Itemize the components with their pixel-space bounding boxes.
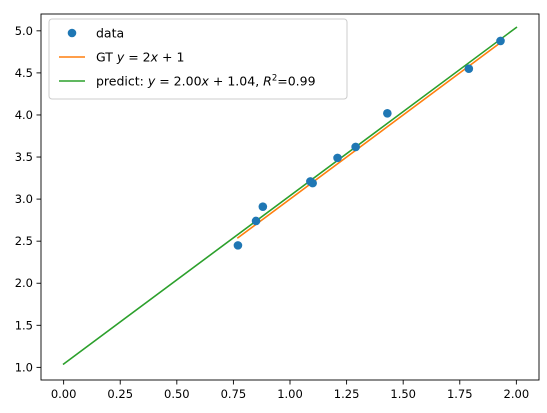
data-point-5 bbox=[308, 178, 317, 188]
x-tick-label: 1.00 bbox=[277, 387, 303, 401]
y-tick-label: 4.0 bbox=[15, 108, 33, 122]
y-tick-label: 3.5 bbox=[15, 150, 33, 164]
legend-label-data: data bbox=[96, 26, 124, 41]
data-point-9 bbox=[464, 64, 474, 73]
legend-label-predict: predict: y = 2.00x + 1.04, R2=0.99 bbox=[96, 74, 316, 89]
chart-marks bbox=[62, 26, 518, 366]
legend-label-gt: GT y = 2x + 1 bbox=[96, 50, 184, 65]
x-tick-label: 0.50 bbox=[164, 387, 190, 401]
data-point-3 bbox=[258, 202, 268, 211]
data-point-6 bbox=[333, 153, 342, 163]
data-point-1 bbox=[233, 241, 243, 250]
y-tick-label: 1.0 bbox=[15, 360, 33, 374]
legend: data GT y = 2x + 1 predict: y = 2.00x + 1.… bbox=[48, 18, 348, 100]
x-tick-label: 0.25 bbox=[107, 387, 133, 401]
y-tick-label: 3.0 bbox=[15, 192, 33, 206]
y-tick-label: 2.0 bbox=[15, 276, 33, 290]
x-tick-label: 0.00 bbox=[51, 387, 77, 401]
data-point-2 bbox=[251, 216, 261, 226]
x-tick-label: 2.00 bbox=[504, 387, 530, 401]
x-tick-label: 0.75 bbox=[221, 387, 247, 401]
y-tick-label: 1.5 bbox=[15, 318, 33, 332]
y-tick-label: 2.5 bbox=[15, 234, 33, 248]
x-tick-label: 1.50 bbox=[390, 387, 416, 401]
series-line-gt bbox=[236, 41, 502, 239]
x-tick-label: 1.25 bbox=[334, 387, 360, 401]
axes: 0.00 0.25 0.50 0.75 1.00 1.25 1.50 1.75 2.00 1.0 1… bbox=[15, 13, 540, 401]
data-point-8 bbox=[383, 108, 392, 118]
data-point-7 bbox=[351, 142, 360, 152]
legend-box bbox=[48, 18, 348, 100]
series-line-predict bbox=[62, 26, 518, 366]
legend-marker-data bbox=[67, 28, 77, 38]
x-tick-label: 1.75 bbox=[447, 387, 473, 401]
y-tick-label: 4.5 bbox=[15, 66, 33, 80]
y-tick-label: 5.0 bbox=[15, 24, 33, 38]
data-point-10 bbox=[496, 36, 505, 46]
